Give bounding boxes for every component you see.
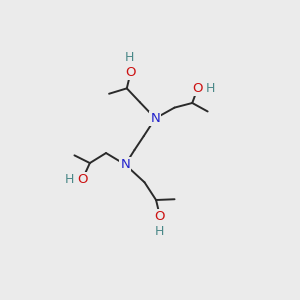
Text: H: H bbox=[205, 82, 215, 95]
Text: H: H bbox=[124, 52, 134, 64]
Text: N: N bbox=[150, 112, 160, 125]
Text: N: N bbox=[120, 158, 130, 171]
Text: H: H bbox=[155, 225, 165, 238]
Text: O: O bbox=[77, 173, 87, 187]
Text: O: O bbox=[125, 66, 136, 79]
Text: O: O bbox=[155, 210, 165, 223]
Text: O: O bbox=[192, 82, 203, 95]
Text: H: H bbox=[65, 173, 74, 187]
